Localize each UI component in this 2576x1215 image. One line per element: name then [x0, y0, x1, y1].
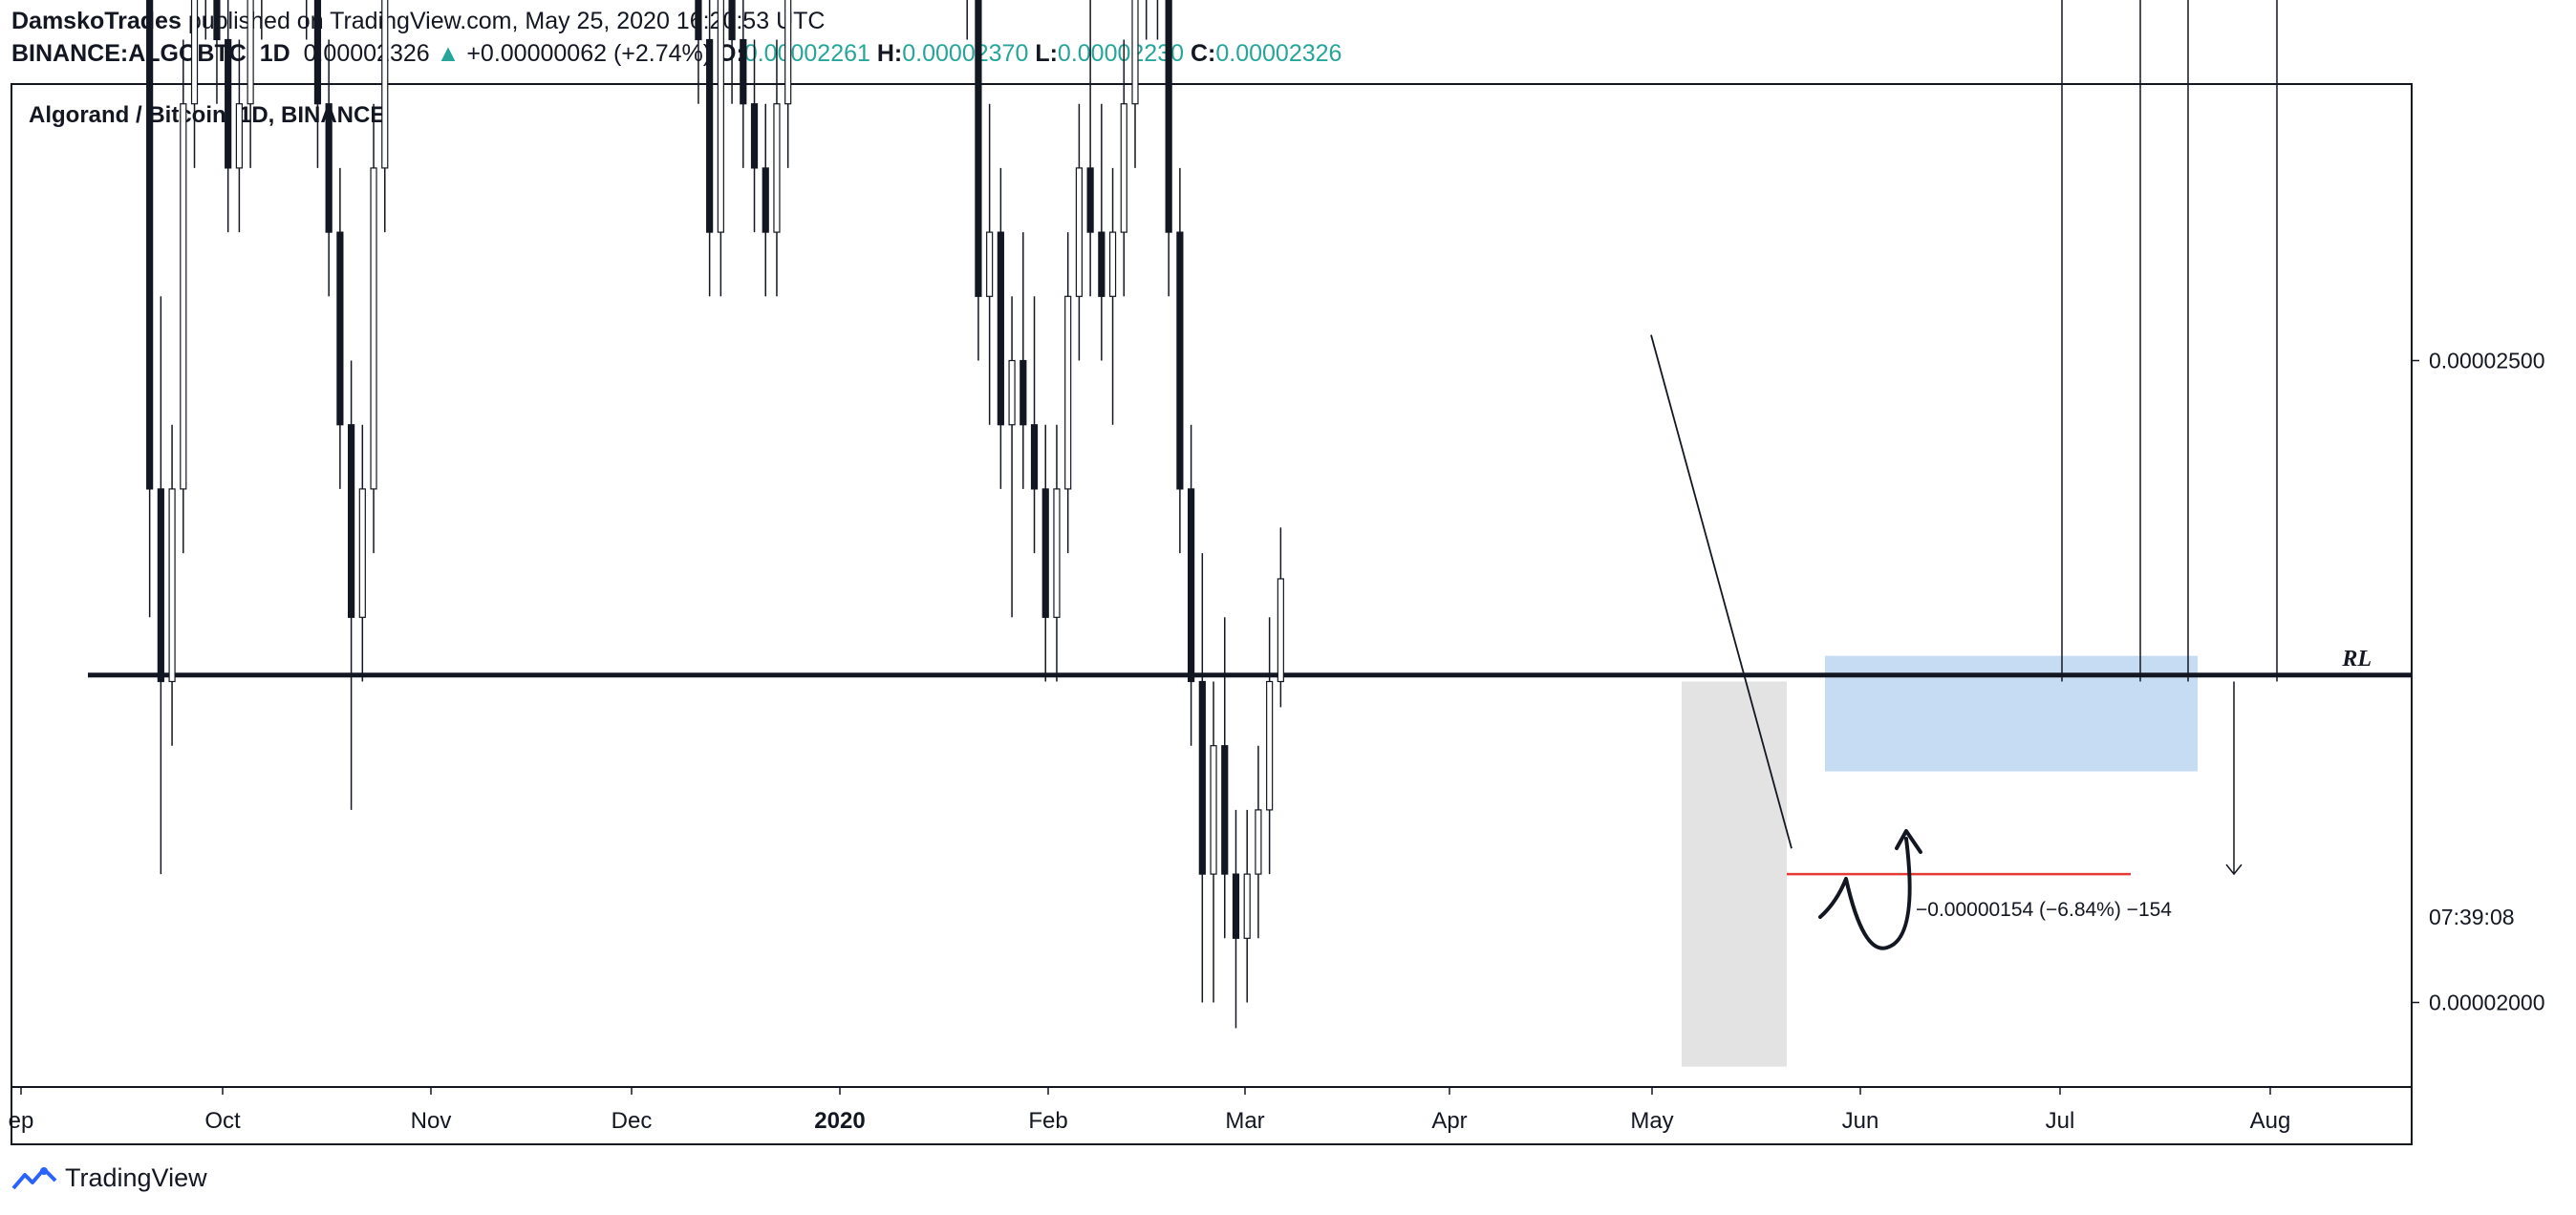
candle-body — [1187, 488, 1195, 683]
candle-body — [1020, 359, 1027, 426]
candle-body — [1266, 680, 1274, 811]
candle-body — [1086, 167, 1094, 233]
tradingview-logo-icon — [11, 1165, 57, 1192]
price-change: +0.00000062 (+2.74%) — [466, 40, 712, 67]
time-tick-label: Jul — [2046, 1108, 2075, 1134]
candle-body — [975, 0, 982, 297]
candle-body — [1108, 231, 1117, 297]
candle-body — [986, 231, 994, 297]
drawings-layer: 0.00002245 (99.52%) 22450.00001682 (74.8… — [1650, 0, 2278, 950]
candle-body — [695, 0, 702, 41]
measure-arrowhead — [2225, 863, 2243, 876]
candle-body — [750, 103, 759, 169]
time-tick-label: Aug — [2250, 1108, 2291, 1134]
symbol-ohlc-line: BINANCE:ALGOBTC, 1D 0.00002326 ▲ +0.0000… — [11, 40, 1342, 68]
candle-body — [1008, 359, 1016, 426]
candle-body — [1232, 873, 1240, 939]
candle-body — [358, 488, 366, 618]
high-value: 0.00002370 — [902, 40, 1029, 67]
candle-body — [1075, 167, 1084, 297]
candle-body — [1030, 424, 1039, 490]
candle-body — [728, 0, 736, 41]
candle-body — [1210, 745, 1217, 875]
candle-body — [717, 0, 724, 233]
candle-body — [146, 0, 154, 490]
bar-countdown-label: 07:39:08 — [2429, 905, 2515, 929]
close-label: C: — [1190, 40, 1216, 67]
candle-body — [1165, 0, 1172, 233]
time-tick-label: Nov — [411, 1108, 452, 1134]
low-value: 0.00002230 — [1057, 40, 1185, 67]
candle-body — [168, 488, 176, 683]
projection-arrow — [1818, 829, 1922, 950]
candle-body — [1064, 295, 1072, 490]
time-tick-label: Mar — [1225, 1108, 1264, 1134]
candle-body — [381, 0, 389, 169]
open-value: 0.00002261 — [743, 40, 870, 67]
last-price: 0.00002326 — [303, 40, 430, 67]
time-tick-label: ep — [9, 1108, 34, 1134]
high-label: H: — [876, 40, 903, 67]
candle-body — [1120, 103, 1127, 233]
candle-body — [157, 488, 164, 683]
candle-body — [1243, 873, 1251, 939]
candle-body — [348, 424, 355, 618]
levels-layer: RH0.75MR0.25RL — [88, 647, 2412, 678]
change-arrow-icon: ▲ — [436, 40, 461, 67]
candle-body — [1053, 488, 1061, 618]
close-value: 0.00002326 — [1215, 40, 1342, 67]
candle-body — [313, 0, 322, 105]
price-tick-label: 0.00002500 — [2429, 349, 2545, 373]
candle-body — [370, 167, 377, 490]
brand-name: TradingView — [65, 1163, 207, 1192]
price-tick-label: 0.00002000 — [2429, 991, 2545, 1015]
time-axis[interactable]: ep Oct Nov Dec 2020 Feb Mar Apr May Jun Jul Aug — [9, 1087, 2291, 1134]
candle-body — [762, 167, 769, 233]
time-tick-label: 2020 — [814, 1108, 865, 1134]
candle-body — [773, 103, 781, 233]
measure-label: −0.00000154 (−6.84%) −154 — [1916, 899, 2172, 921]
price-axis[interactable]: 0.000055000.000050000.000045000.00004000… — [2412, 0, 2553, 1015]
footer-brand[interactable]: TradingView — [11, 1163, 207, 1193]
candle-body — [1176, 231, 1184, 490]
time-tick-label: Jun — [1842, 1108, 1879, 1134]
candle-body — [1131, 0, 1139, 105]
candle-body — [247, 0, 254, 105]
low-label: L: — [1035, 40, 1058, 67]
candle-body — [1098, 231, 1106, 297]
time-tick-label: Dec — [612, 1108, 653, 1134]
trendline — [1650, 334, 1792, 849]
candles-layer — [146, 0, 1284, 1029]
candle-body — [1277, 578, 1284, 683]
candle-body — [336, 231, 344, 426]
time-tick-label: Apr — [1431, 1108, 1467, 1134]
candle-body — [1041, 488, 1049, 618]
candle-body — [706, 38, 714, 233]
candle-body — [784, 0, 792, 105]
candle-body — [213, 0, 221, 41]
candle-body — [225, 38, 232, 169]
candle-body — [997, 231, 1004, 426]
candle-body — [740, 38, 747, 105]
candle-body — [190, 0, 199, 105]
time-tick-label: May — [1630, 1108, 1673, 1134]
time-tick-label: Feb — [1028, 1108, 1067, 1134]
level-label-RL: RL — [2341, 647, 2372, 671]
candle-body — [1198, 680, 1206, 875]
candle-body — [180, 103, 187, 490]
time-tick-label: Oct — [204, 1108, 241, 1134]
bottom-zone — [1682, 681, 1787, 1067]
candle-body — [235, 103, 243, 169]
candle-body — [1255, 809, 1262, 875]
candle-body — [325, 103, 333, 233]
candle-body — [1221, 745, 1229, 875]
